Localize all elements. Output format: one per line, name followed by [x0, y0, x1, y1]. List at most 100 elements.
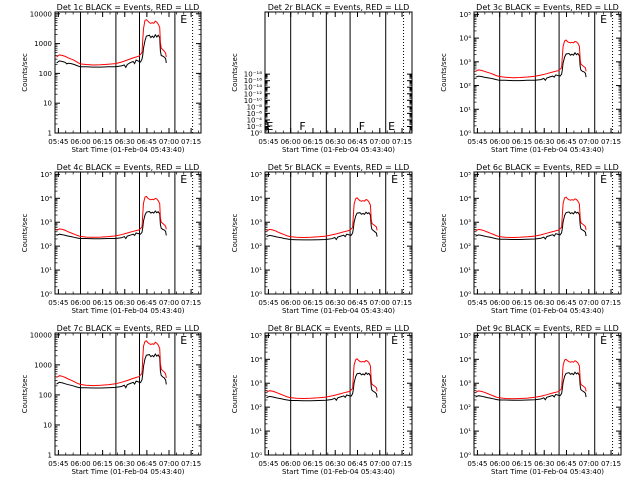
y-tick-label: 10⁰ [459, 130, 471, 138]
y-tick-label: 10⁵ [250, 332, 262, 340]
plot-frame [473, 11, 622, 134]
plot-title: Det 1c BLACK = Events, RED = LLD [57, 3, 200, 12]
events-rate-line [56, 210, 167, 240]
x-axis-label: Start Time (01-Feb-04 05:43:40) [71, 146, 184, 154]
flag-marker: E [180, 13, 187, 26]
x-tick-label: 07:00 [370, 138, 390, 146]
plot-frame [264, 332, 413, 456]
x-tick-label: 06:00 [281, 138, 301, 146]
x-tick-label: 07:15 [601, 299, 621, 307]
plot-panel-3: 10⁰ 10¹ 10² 10³ 10⁴ 10⁵ 05:45 06:00 06:15 06:30 06… [440, 3, 622, 154]
y-tick-label: 10² [459, 82, 471, 90]
x-tick-label: 07:00 [579, 299, 599, 307]
lld-rate-line [475, 39, 587, 79]
y-axis-label: Counts/sec [231, 214, 239, 253]
x-tick-label: 06:45 [556, 138, 576, 146]
x-tick-label: 07:15 [392, 299, 412, 307]
x-tick-label: 06:30 [325, 299, 345, 307]
flag-marker: E [391, 334, 398, 347]
x-tick-label: 07:00 [159, 138, 179, 146]
y-tick-label: 10⁵ [459, 11, 471, 19]
plot-panel-9: 10⁰ 10¹ 10² 10³ 10⁴ 10⁵ 05:45 06:00 06:15 06:30 06… [440, 324, 622, 476]
x-tick-label: 07:15 [181, 138, 201, 146]
x-tick-label: 06:45 [137, 138, 157, 146]
y-tick-label: 10¹ [250, 267, 262, 275]
x-tick-label: 07:00 [370, 460, 390, 468]
x-tick-label: 07:15 [392, 460, 412, 468]
events-rate-line [475, 371, 587, 401]
y-tick-label: 10³ [250, 219, 262, 227]
x-tick-label: 06:15 [303, 460, 323, 468]
x-tick-label: 06:15 [512, 299, 532, 307]
x-tick-label: 06:45 [556, 460, 576, 468]
x-tick-label: 06:15 [512, 138, 532, 146]
y-tick-label: 10⁻⁴ [247, 116, 263, 124]
x-tick-label: 06:15 [93, 299, 113, 307]
y-tick-label: 10⁰ [250, 291, 262, 299]
x-tick-label: 06:45 [347, 460, 367, 468]
plot-frame [264, 171, 413, 295]
plot-panel-8: 10⁰ 10¹ 10² 10³ 10⁴ 10⁵ 05:45 06:00 06:15 06:30 06… [231, 324, 413, 476]
y-tick-label: 1 [48, 130, 52, 138]
lld-rate-line [266, 358, 378, 400]
y-tick-label: 10³ [459, 219, 471, 227]
plot-title: Det 5r BLACK = Events, RED = LLD [268, 163, 410, 172]
lld-rate-line [475, 358, 587, 400]
y-tick-label: 10¹ [459, 267, 471, 275]
y-tick-label: 10⁴ [459, 35, 471, 43]
x-axis-label: Start Time (01-Feb-04 05:43:40) [491, 468, 604, 476]
plot-panel-7: 1 10 100 1000 10000 05:45 06:00 06:15 06:30 06:45… [21, 324, 202, 476]
x-axis-label: Start Time (01-Feb-04 05:43:40) [282, 307, 395, 315]
x-tick-label: 07:15 [181, 460, 201, 468]
plot-frame [473, 171, 622, 295]
plot-title: Det 7c BLACK = Events, RED = LLD [57, 324, 200, 333]
y-tick-label: 10 [43, 421, 52, 429]
y-tick-label: 1 [48, 452, 52, 460]
y-tick-label: 10⁰ [250, 130, 262, 138]
lld-rate-line [56, 19, 167, 66]
y-tick-label: 10⁵ [250, 171, 262, 179]
events-rate-line [56, 33, 167, 69]
x-tick-label: 06:30 [534, 299, 554, 307]
y-tick-label: 10⁻² [247, 123, 263, 131]
y-tick-label: 10000 [30, 10, 52, 18]
x-tick-label: 05:45 [48, 460, 68, 468]
flag-marker: E [266, 120, 273, 133]
x-tick-label: 06:45 [137, 299, 157, 307]
events-rate-line [475, 51, 587, 82]
plot-title: Det 9c BLACK = Events, RED = LLD [476, 324, 619, 333]
plot-frame [54, 11, 202, 134]
x-tick-label: 07:00 [579, 138, 599, 146]
y-tick-label: 10⁴ [459, 195, 471, 203]
x-tick-label: 06:45 [347, 299, 367, 307]
y-tick-label: 10 [43, 100, 52, 108]
y-tick-label: 10³ [250, 380, 262, 388]
y-tick-label: 10⁴ [40, 195, 52, 203]
x-axis-label: Start Time (01-Feb-04 05:43:40) [491, 307, 604, 315]
x-axis-label: Start Time (01-Feb-04 05:43:40) [71, 307, 184, 315]
x-tick-label: 06:15 [303, 138, 323, 146]
x-axis-label: Start Time (01-Feb-04 05:43:40) [71, 468, 184, 476]
plot-frame [264, 11, 413, 134]
x-tick-label: 06:00 [490, 460, 510, 468]
plot-panel-2: 10⁰10⁻²10⁻⁴10⁻⁶10⁻⁸10⁻¹⁰10⁻¹²10⁻¹⁴10⁻¹⁶1… [231, 3, 413, 154]
y-tick-label: 10⁴ [250, 195, 262, 203]
y-tick-label: 1000 [34, 361, 52, 369]
y-tick-label: 10¹ [40, 267, 52, 275]
y-tick-label: 10⁻¹⁶ [244, 77, 262, 85]
y-tick-label: 10⁰ [459, 291, 471, 299]
y-axis-label: Counts/sec [231, 375, 239, 414]
x-axis-label: Start Time (01-Feb-04 05:43:40) [282, 146, 395, 154]
y-tick-label: 100 [39, 391, 52, 399]
plot-title: Det 8r BLACK = Events, RED = LLD [268, 324, 410, 333]
x-tick-label: 07:15 [181, 299, 201, 307]
y-tick-label: 10⁻⁸ [247, 103, 263, 111]
y-tick-label: 10⁻¹⁸ [244, 71, 262, 79]
x-tick-label: 06:30 [325, 138, 345, 146]
y-tick-label: 10² [459, 404, 471, 412]
x-tick-label: 06:00 [281, 460, 301, 468]
x-tick-label: 06:45 [556, 299, 576, 307]
x-tick-label: 05:45 [258, 460, 278, 468]
y-axis-label: Counts/sec [440, 214, 448, 253]
x-tick-label: 06:30 [534, 138, 554, 146]
